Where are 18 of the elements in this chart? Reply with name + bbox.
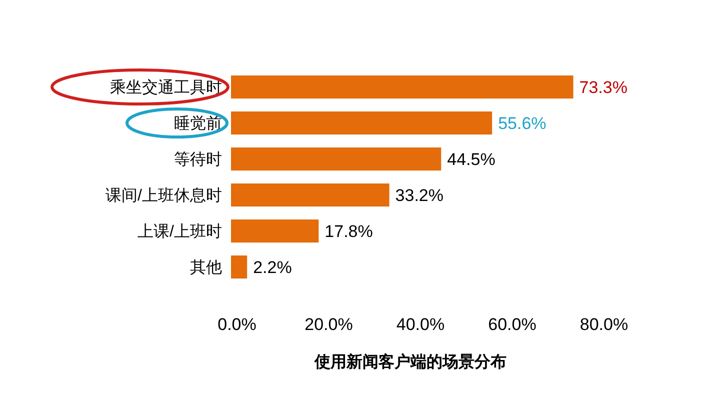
x-tick-label: 20.0% <box>304 315 353 334</box>
y-tick-label: 上课/上班时 <box>138 222 222 241</box>
y-tick-label: 乘坐交通工具时 <box>110 78 222 97</box>
x-tick-label: 0.0% <box>218 315 256 334</box>
y-tick-label: 等待时 <box>174 150 222 169</box>
y-tick-label: 课间/上班休息时 <box>106 186 222 205</box>
data-label: 73.3% <box>579 78 628 97</box>
x-axis-title: 使用新闻客户端的场景分布 <box>314 352 506 371</box>
y-tick-label: 其他 <box>190 258 222 277</box>
data-label: 17.8% <box>324 222 373 241</box>
data-label: 55.6% <box>498 114 546 133</box>
y-tick-label: 睡觉前 <box>174 114 222 133</box>
data-label: 33.2% <box>395 186 444 205</box>
data-label: 44.5% <box>447 150 496 169</box>
x-tick-label: 60.0% <box>488 315 536 334</box>
x-tick-label: 40.0% <box>396 315 445 334</box>
x-tick-label: 80.0% <box>580 315 628 334</box>
data-label: 2.2% <box>253 258 292 277</box>
